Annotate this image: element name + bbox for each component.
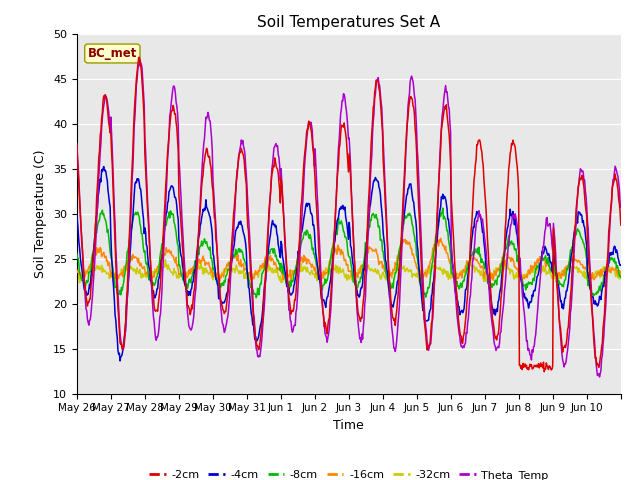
X-axis label: Time: Time <box>333 419 364 432</box>
Legend: -2cm, -4cm, -8cm, -16cm, -32cm, Theta_Temp: -2cm, -4cm, -8cm, -16cm, -32cm, Theta_Te… <box>145 466 553 480</box>
Y-axis label: Soil Temperature (C): Soil Temperature (C) <box>35 149 47 278</box>
Text: BC_met: BC_met <box>88 47 137 60</box>
Title: Soil Temperatures Set A: Soil Temperatures Set A <box>257 15 440 30</box>
